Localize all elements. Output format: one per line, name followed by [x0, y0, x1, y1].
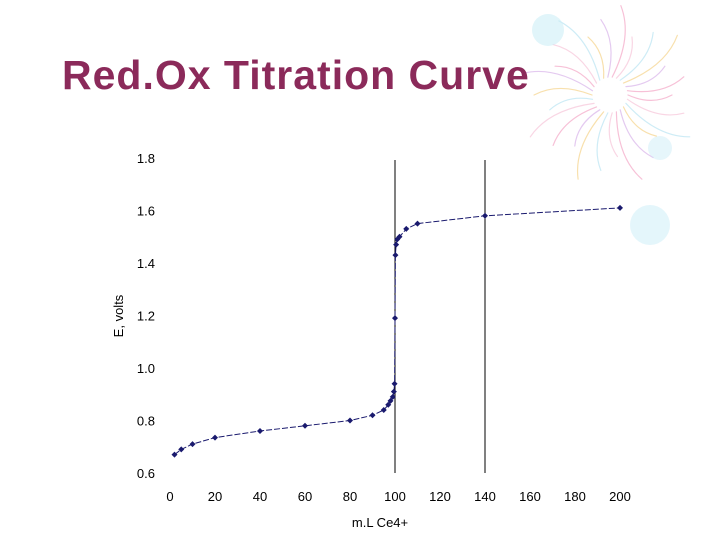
y-tick-label: 1.2 [137, 309, 155, 324]
data-point [257, 428, 263, 434]
data-point [178, 446, 185, 453]
y-tick-label: 0.8 [137, 414, 155, 429]
data-point [302, 422, 308, 429]
x-tick-label: 180 [564, 489, 586, 504]
y-tick-label: 0.6 [137, 466, 155, 481]
data-point [369, 412, 376, 419]
data-point [393, 241, 400, 248]
data-point [212, 434, 218, 441]
data-point [403, 225, 410, 232]
y-tick-label: 1.8 [137, 151, 155, 166]
x-tick-label: 140 [474, 489, 496, 504]
x-tick-label: 20 [208, 489, 222, 504]
data-point [414, 220, 421, 227]
data-point [387, 397, 394, 404]
data-point [389, 393, 396, 400]
y-axis-title: E, volts [111, 294, 126, 337]
x-tick-label: 60 [298, 489, 312, 504]
y-tick-label: 1.4 [137, 256, 155, 271]
y-tick-label: 1.0 [137, 361, 155, 376]
data-point [347, 417, 353, 424]
data-point [617, 204, 623, 211]
data-point [396, 233, 403, 240]
x-tick-label: 160 [519, 489, 541, 504]
data-point [392, 315, 398, 322]
data-point [171, 451, 178, 458]
x-tick-label: 120 [429, 489, 451, 504]
data-point [380, 407, 387, 413]
x-axis-title: m.L Ce4+ [352, 515, 408, 530]
data-point [390, 388, 397, 395]
data-point [391, 380, 398, 387]
data-point [482, 212, 488, 219]
data-point [392, 252, 399, 259]
data-point [189, 441, 196, 448]
page-title: Red.Ox Titration Curve [62, 52, 530, 98]
x-tick-label: 200 [609, 489, 631, 504]
x-tick-label: 40 [253, 489, 267, 504]
x-tick-label: 100 [384, 489, 406, 504]
data-point [385, 401, 392, 408]
x-tick-label: 80 [343, 489, 357, 504]
y-tick-label: 1.6 [137, 204, 155, 219]
x-tick-label: 0 [166, 489, 173, 504]
